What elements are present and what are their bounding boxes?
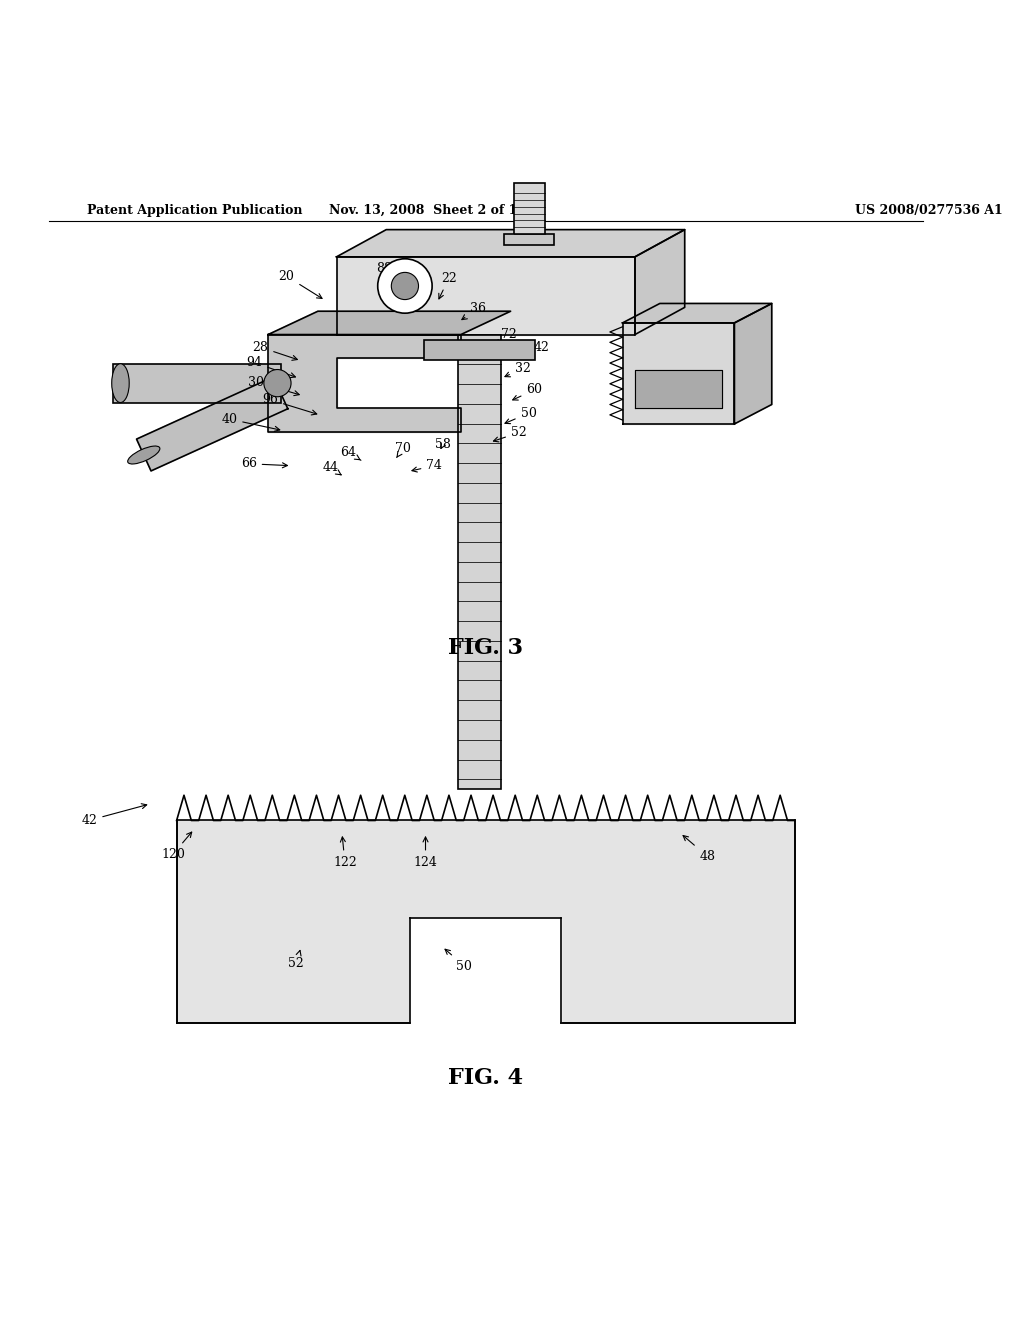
Text: 124: 124: [414, 837, 437, 869]
Polygon shape: [635, 230, 685, 334]
Bar: [514, 183, 545, 238]
Text: 120: 120: [161, 832, 191, 861]
Text: US 2008/0277536 A1: US 2008/0277536 A1: [855, 203, 1002, 216]
Circle shape: [391, 272, 419, 300]
Text: 122: 122: [333, 837, 356, 869]
Polygon shape: [268, 312, 511, 334]
Text: 28: 28: [253, 341, 297, 360]
Bar: [424, 341, 536, 360]
Text: 52: 52: [289, 950, 304, 970]
Text: 42: 42: [82, 804, 146, 826]
Text: 50: 50: [445, 949, 472, 973]
Bar: [113, 364, 281, 403]
Polygon shape: [337, 230, 685, 257]
Text: 22: 22: [439, 272, 457, 298]
Text: 60: 60: [513, 383, 543, 400]
Text: Nov. 13, 2008  Sheet 2 of 17: Nov. 13, 2008 Sheet 2 of 17: [329, 203, 526, 216]
Bar: [176, 821, 795, 1023]
Polygon shape: [623, 304, 772, 323]
Bar: [458, 334, 502, 789]
Text: 88: 88: [376, 261, 392, 289]
Text: 40: 40: [221, 413, 280, 432]
Text: 52: 52: [494, 426, 526, 442]
Text: 48: 48: [683, 836, 715, 863]
Text: 72: 72: [496, 329, 517, 345]
Text: FIG. 3: FIG. 3: [449, 638, 523, 660]
Text: 50: 50: [505, 407, 537, 424]
Polygon shape: [623, 323, 734, 424]
Text: 42: 42: [523, 341, 549, 355]
Polygon shape: [734, 304, 772, 424]
Ellipse shape: [128, 446, 160, 465]
Polygon shape: [337, 257, 635, 334]
Text: 30: 30: [249, 376, 299, 396]
Text: 64: 64: [340, 446, 360, 461]
Text: 32: 32: [505, 362, 530, 376]
Text: 44: 44: [323, 461, 341, 475]
Text: Patent Application Publication: Patent Application Publication: [87, 203, 303, 216]
Polygon shape: [635, 370, 722, 408]
Text: 58: 58: [435, 438, 451, 451]
Text: 70: 70: [395, 442, 411, 458]
Text: 94: 94: [247, 356, 295, 378]
Circle shape: [264, 370, 291, 397]
Text: 20: 20: [279, 269, 322, 298]
Bar: [411, 919, 561, 1026]
Text: 36: 36: [462, 302, 486, 319]
Text: FIG. 4: FIG. 4: [449, 1067, 523, 1089]
Text: 96: 96: [262, 393, 316, 414]
Circle shape: [378, 259, 432, 313]
Text: 66: 66: [241, 457, 288, 470]
Ellipse shape: [112, 364, 129, 403]
Bar: [505, 234, 554, 246]
Text: 74: 74: [412, 459, 442, 473]
Polygon shape: [268, 334, 461, 432]
Polygon shape: [136, 378, 288, 471]
